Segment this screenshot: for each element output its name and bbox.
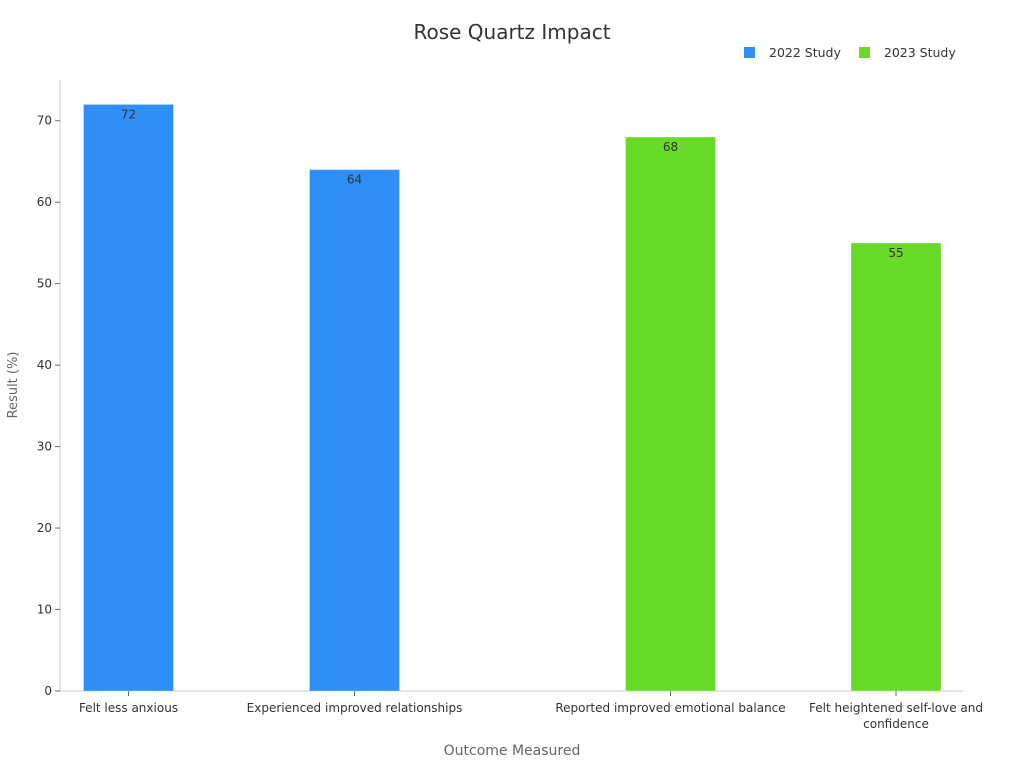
- labels: 0 10 20 30 40 50 60 70 Felt less anxious Experien…: [37, 107, 983, 731]
- y-tick-label: 40: [37, 358, 52, 372]
- chart-title: Rose Quartz Impact: [413, 20, 611, 44]
- legend-item-2022: 2022 Study: [744, 45, 841, 60]
- bars: [83, 103, 942, 692]
- legend-label-2022: 2022 Study: [769, 45, 841, 60]
- x-tick-label: Experienced improved relationships: [247, 701, 463, 715]
- y-tick-label: 30: [37, 440, 52, 454]
- legend-item-2023: 2023 Study: [858, 45, 956, 60]
- y-axis-label: Result (%): [6, 352, 21, 419]
- x-tick-label: Felt less anxious: [79, 701, 178, 715]
- legend-label-2023: 2023 Study: [883, 45, 956, 60]
- x-tick-label: Reported improved emotional balance: [555, 701, 785, 715]
- bar-value-label: 72: [121, 107, 136, 121]
- y-tick-label: 10: [37, 603, 52, 617]
- axes: [55, 80, 963, 696]
- y-tick-label: 20: [37, 521, 52, 535]
- bar-value-label: 68: [663, 140, 678, 154]
- x-tick-label-line: Reported improved emotional balance: [555, 701, 785, 715]
- bar: [625, 136, 716, 692]
- y-tick-label: 0: [44, 684, 52, 698]
- bar-value-label: 55: [888, 246, 903, 260]
- x-tick-label-line: confidence: [863, 717, 929, 731]
- x-axis-label: Outcome Measured: [444, 743, 581, 759]
- bar: [850, 242, 942, 692]
- legend-swatch-2022: [744, 47, 755, 58]
- y-tick-label: 70: [37, 114, 52, 128]
- x-tick-label-line: Felt heightened self-love and: [809, 701, 983, 715]
- x-tick-label: Felt heightened self-love and confidence: [809, 701, 983, 731]
- legend: 2022 Study 2023 Study: [744, 45, 974, 60]
- bar: [309, 169, 400, 692]
- y-tick-label: 60: [37, 195, 52, 209]
- y-tick-label: 50: [37, 277, 52, 291]
- legend-swatch-2023: [858, 47, 870, 58]
- x-tick-label-line: Felt less anxious: [79, 701, 178, 715]
- x-tick-label-line: Experienced improved relationships: [247, 701, 463, 715]
- bar-value-label: 64: [347, 173, 362, 187]
- bar: [83, 103, 174, 692]
